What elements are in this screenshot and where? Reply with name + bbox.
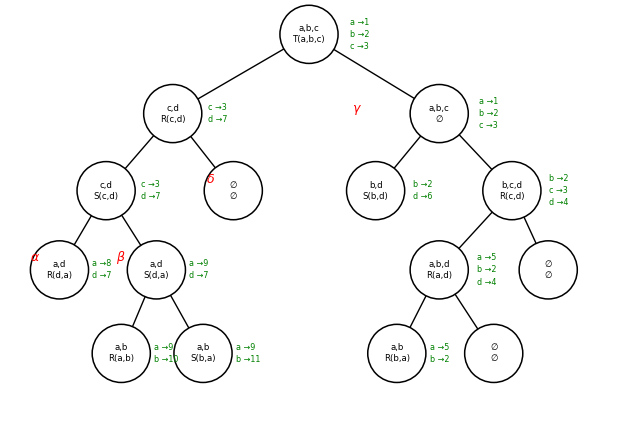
Ellipse shape: [410, 84, 468, 142]
Ellipse shape: [280, 5, 338, 63]
Text: a →5
b →2
d →4: a →5 b →2 d →4: [476, 253, 496, 287]
Text: b,d
S(b,d): b,d S(b,d): [363, 180, 389, 201]
Text: a,b
S(b,a): a,b S(b,a): [190, 343, 216, 364]
Ellipse shape: [77, 162, 135, 220]
Text: α: α: [31, 251, 40, 264]
Text: a →9
d →7: a →9 d →7: [189, 259, 209, 281]
Text: ∅
∅: ∅ ∅: [544, 260, 552, 280]
Text: a,d
S(d,a): a,d S(d,a): [143, 260, 169, 280]
Text: a,d
R(d,a): a,d R(d,a): [46, 260, 72, 280]
Text: a →9
b →10: a →9 b →10: [154, 343, 179, 364]
Ellipse shape: [92, 324, 150, 382]
Text: β: β: [116, 251, 124, 264]
Text: c →3
d →7: c →3 d →7: [208, 103, 227, 124]
Ellipse shape: [127, 241, 185, 299]
Ellipse shape: [483, 162, 541, 220]
Text: a →1
b →2
c →3: a →1 b →2 c →3: [350, 17, 370, 51]
Text: c,d
R(c,d): c,d R(c,d): [160, 104, 185, 124]
Ellipse shape: [204, 162, 263, 220]
Text: a,b,c
∅: a,b,c ∅: [429, 104, 449, 124]
Ellipse shape: [368, 324, 426, 382]
Text: b →2
c →3
d →4: b →2 c →3 d →4: [549, 174, 569, 207]
Text: δ: δ: [207, 173, 214, 186]
Ellipse shape: [174, 324, 232, 382]
Text: γ: γ: [352, 101, 360, 114]
Ellipse shape: [410, 241, 468, 299]
Ellipse shape: [143, 84, 202, 142]
Text: b →2
d →6: b →2 d →6: [413, 180, 433, 201]
Text: a,b
R(b,a): a,b R(b,a): [384, 343, 410, 364]
Ellipse shape: [30, 241, 88, 299]
Text: c,d
S(c,d): c,d S(c,d): [93, 180, 119, 201]
Ellipse shape: [347, 162, 405, 220]
Text: ∅
∅: ∅ ∅: [229, 180, 237, 201]
Text: a,b
R(a,b): a,b R(a,b): [108, 343, 134, 364]
Ellipse shape: [519, 241, 577, 299]
Text: b,c,d
R(c,d): b,c,d R(c,d): [499, 180, 525, 201]
Text: a →8
d →7: a →8 d →7: [92, 259, 112, 281]
Text: a,b,d
R(a,d): a,b,d R(a,d): [426, 260, 452, 280]
Text: ∅
∅: ∅ ∅: [490, 343, 497, 364]
Text: a →5
b →2: a →5 b →2: [430, 343, 449, 364]
Text: a →9
b →11: a →9 b →11: [235, 343, 260, 364]
Text: a,b,c
T(a,b,c): a,b,c T(a,b,c): [293, 24, 325, 45]
Text: a →1
b →2
c →3: a →1 b →2 c →3: [478, 97, 498, 130]
Text: c →3
d →7: c →3 d →7: [142, 180, 161, 201]
Ellipse shape: [465, 324, 523, 382]
